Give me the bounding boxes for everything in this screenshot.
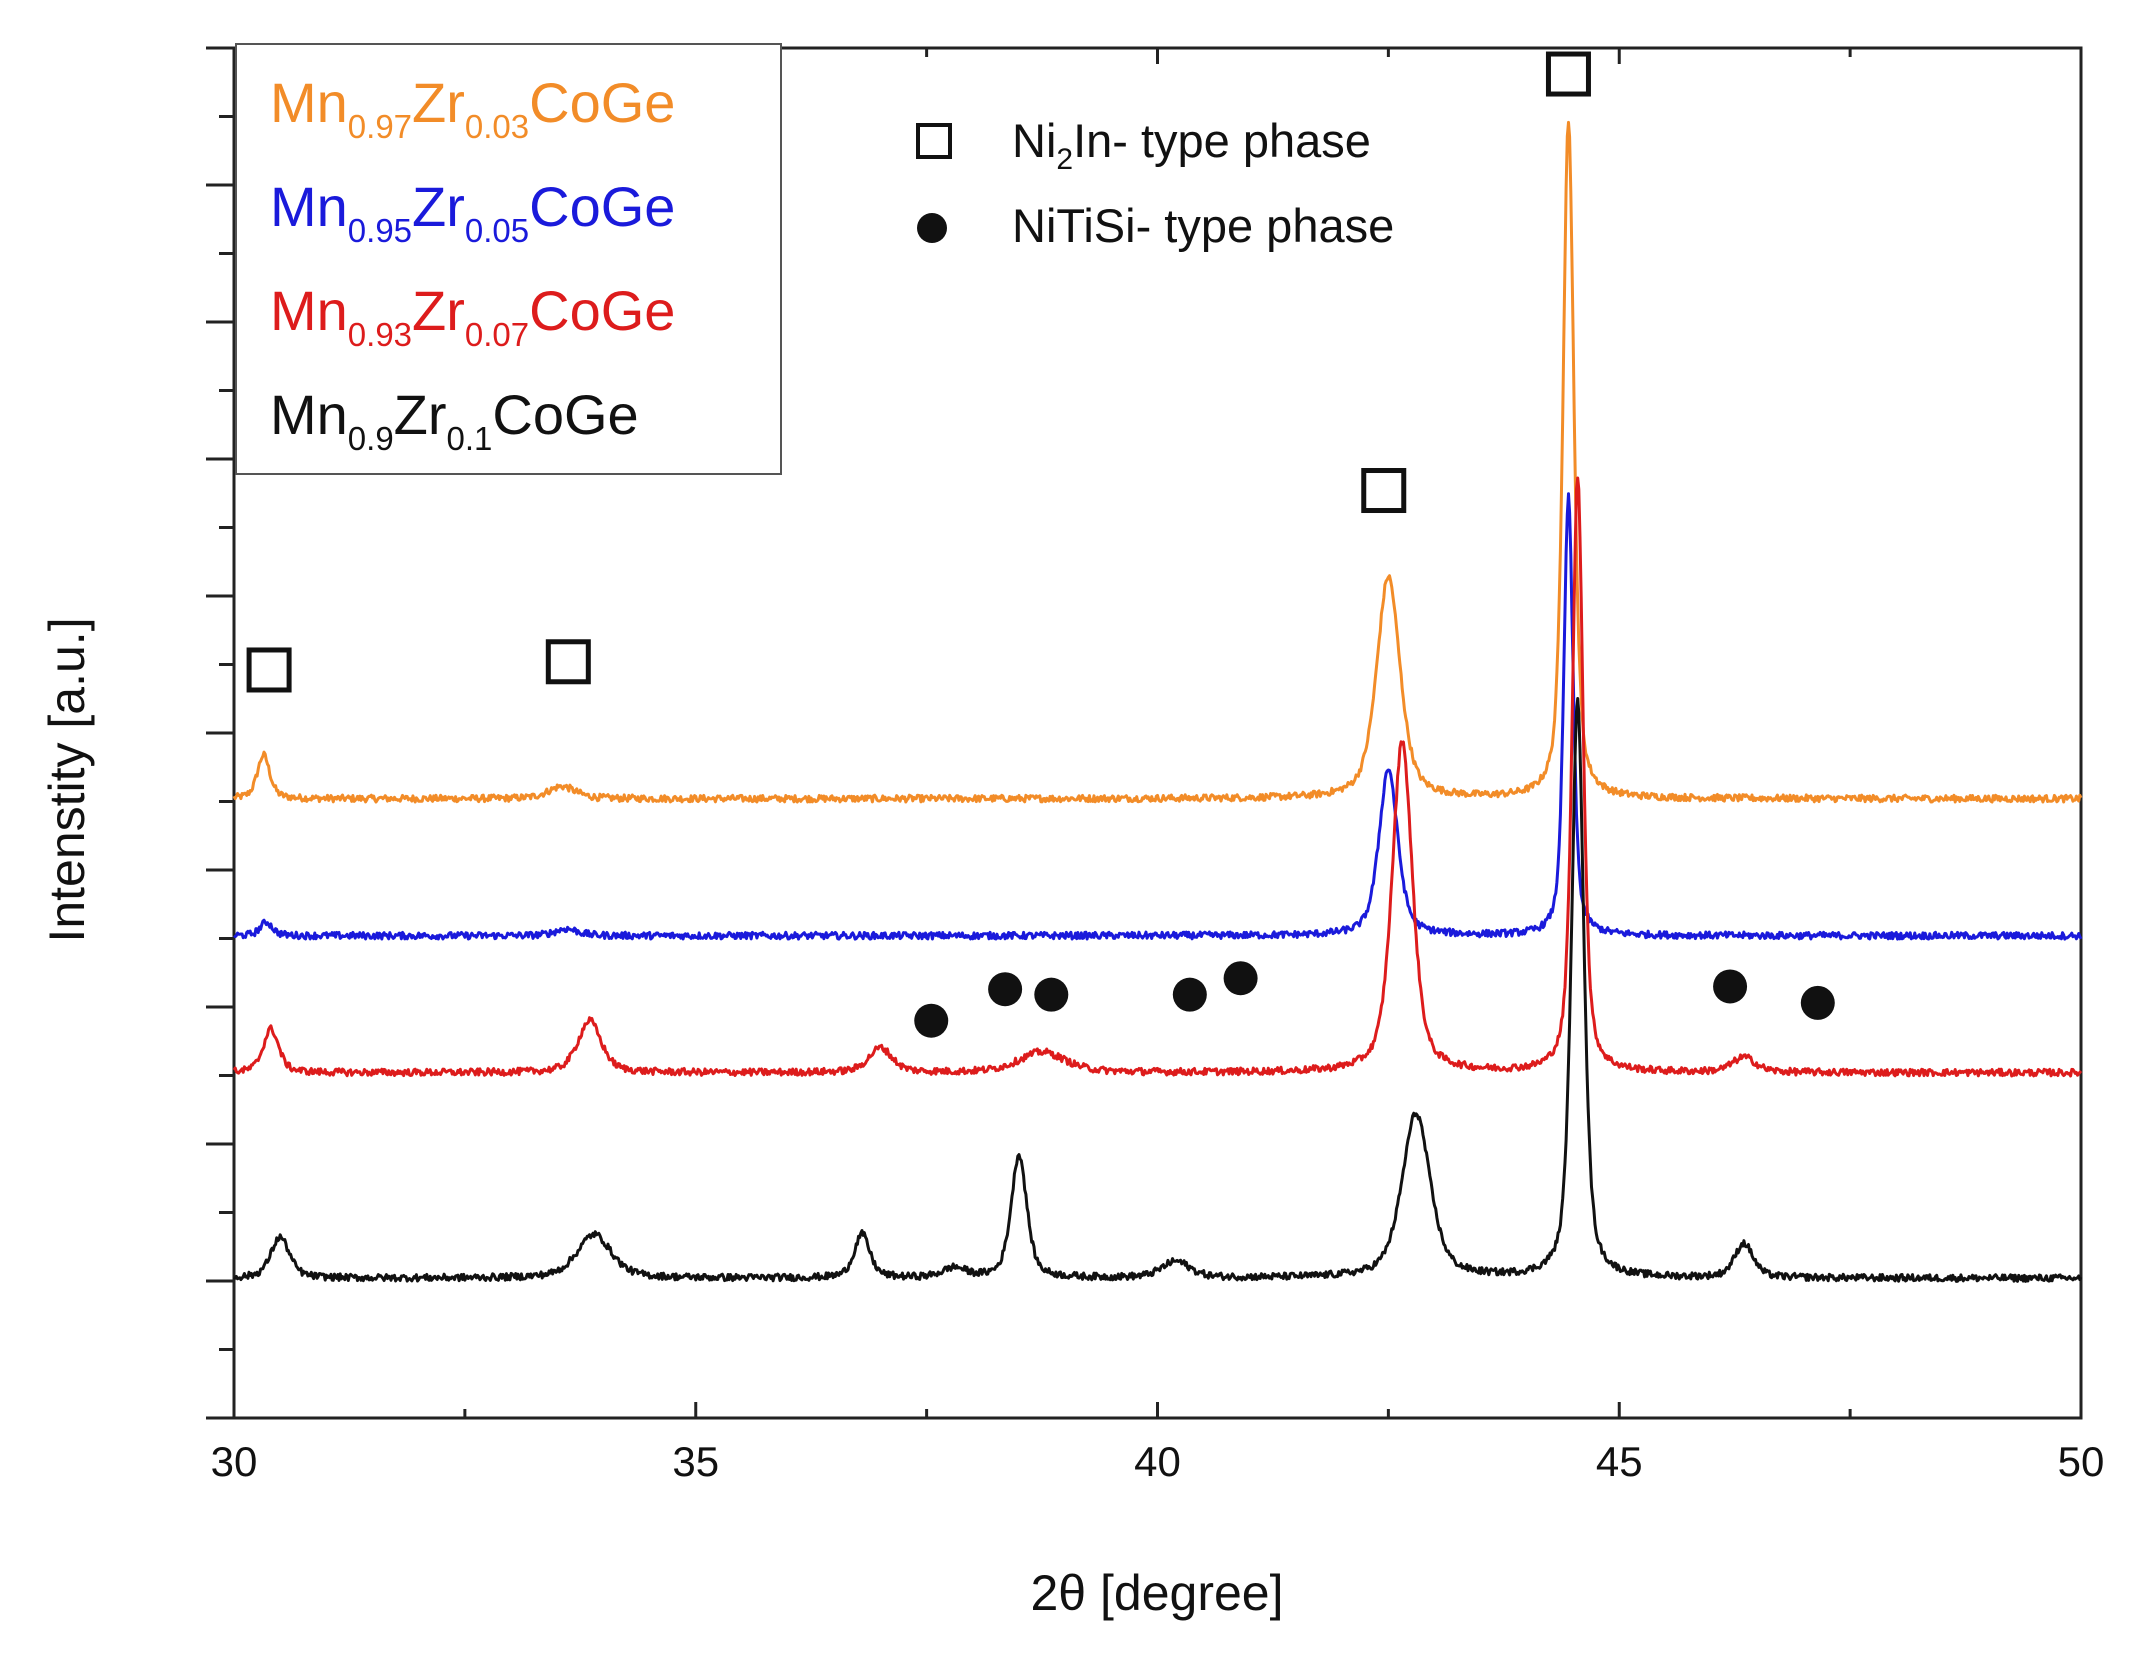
legend-entry: Mn0.97Zr0.03CoGe <box>270 71 675 145</box>
legend-subscript: 0.05 <box>465 212 529 249</box>
nitisi-circle-marker <box>1713 969 1748 1004</box>
ni2in-key-post: In- type phase <box>1073 114 1371 167</box>
legend-text-part: Mn <box>270 71 348 134</box>
legend: Mn0.97Zr0.03CoGeMn0.95Zr0.05CoGeMn0.93Zr… <box>270 71 675 457</box>
ni2in-key-sub: 2 <box>1056 143 1073 176</box>
legend-text-part: Zr <box>412 71 465 134</box>
nitisi-circle-marker <box>988 972 1023 1007</box>
x-tick-label: 40 <box>1134 1438 1181 1485</box>
legend-text-part: Zr <box>412 279 465 342</box>
legend-text-part: Zr <box>394 383 447 446</box>
legend-entry: Mn0.9Zr0.1CoGe <box>270 383 639 457</box>
legend-text-part: CoGe <box>529 175 675 238</box>
x-axis-label: 2θ [degree] <box>1031 1565 1284 1621</box>
ni2in-key-pre: Ni <box>1012 114 1056 167</box>
legend-text-part: CoGe <box>492 383 638 446</box>
legend-text-part: Zr <box>412 175 465 238</box>
ni2in-key-label: Ni2In- type phase <box>1012 114 1371 176</box>
legend-text-part: Mn <box>270 383 348 446</box>
y-axis-label: Intenstity [a.u.] <box>39 617 95 942</box>
legend-subscript: 0.1 <box>447 420 493 457</box>
legend-subscript: 0.95 <box>348 212 412 249</box>
series-line-2 <box>233 492 2083 941</box>
series-line-4 <box>233 697 2083 1283</box>
axis-ticks: 30 35 40 45 50 <box>206 46 2105 1485</box>
legend-text-part: CoGe <box>529 71 675 134</box>
ni2in-square-marker <box>1545 51 1591 97</box>
legend-subscript: 0.03 <box>465 108 529 145</box>
legend-text-part: CoGe <box>529 279 675 342</box>
series-line-1 <box>232 120 2083 804</box>
legend-box <box>235 43 782 475</box>
legend-entry: Mn0.93Zr0.07CoGe <box>270 279 675 353</box>
nitisi-circle-marker <box>1800 985 1835 1020</box>
ni2in-square-marker <box>246 647 292 693</box>
x-tick-label: 30 <box>211 1438 258 1485</box>
data-series <box>232 120 2083 1283</box>
legend-subscript: 0.9 <box>348 420 394 457</box>
nitisi-circle-marker <box>1223 961 1258 996</box>
ni2in-square-marker <box>545 639 591 685</box>
x-tick-label: 35 <box>672 1438 719 1485</box>
phase-markers <box>246 51 1835 1038</box>
legend-entry: Mn0.95Zr0.05CoGe <box>270 175 675 249</box>
nitisi-circle-marker <box>914 1003 949 1038</box>
nitisi-key-label: NiTiSi- type phase <box>1012 199 1394 252</box>
ni2in-key-square-icon <box>916 123 952 159</box>
legend-subscript: 0.93 <box>348 316 412 353</box>
x-tick-label: 50 <box>2058 1438 2105 1485</box>
nitisi-circle-marker <box>1034 977 1069 1012</box>
series-line-3 <box>232 476 2083 1078</box>
legend-subscript: 0.07 <box>465 316 529 353</box>
legend-text-part: Mn <box>270 175 348 238</box>
ni2in-square-marker <box>1361 468 1407 514</box>
nitisi-key-circle-icon <box>917 213 947 243</box>
legend-subscript: 0.97 <box>348 108 412 145</box>
nitisi-circle-marker <box>1172 977 1207 1012</box>
legend-text-part: Mn <box>270 279 348 342</box>
x-tick-label: 45 <box>1596 1438 1643 1485</box>
